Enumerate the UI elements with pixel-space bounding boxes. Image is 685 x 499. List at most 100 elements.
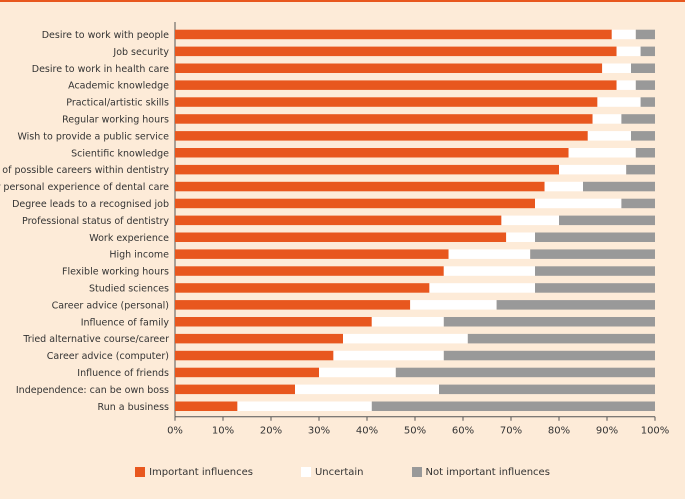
category-label-0: Desire to work with people — [42, 30, 169, 41]
bar-important-8 — [175, 164, 559, 175]
bar-important-7 — [175, 148, 569, 158]
bar-important-4 — [175, 97, 598, 107]
x-tick-label-1: 10% — [212, 426, 234, 437]
bar-uncertain-7 — [568, 148, 636, 158]
bar-important-1 — [175, 46, 617, 57]
legend-label-important: Important influences — [149, 466, 253, 478]
bar-not-important-11 — [559, 215, 655, 226]
bar-not-important-15 — [535, 283, 655, 293]
bar-important-5 — [175, 114, 593, 124]
x-tick-label-9: 90% — [596, 426, 618, 437]
bar-important-22 — [175, 401, 238, 411]
bar-not-important-18 — [467, 333, 655, 344]
x-tick-label-2: 20% — [260, 426, 282, 437]
category-label-11: Professional status of dentistry — [22, 216, 169, 227]
bar-important-18 — [175, 333, 343, 344]
bar-important-21 — [175, 384, 295, 395]
category-label-1: Job security — [112, 47, 169, 58]
category-label-8: Range of possible careers within dentist… — [0, 165, 169, 176]
bar-important-20 — [175, 367, 319, 378]
bar-important-17 — [175, 317, 372, 327]
bar-important-11 — [175, 215, 502, 226]
legend-label-uncertain: Uncertain — [314, 466, 364, 478]
bar-important-19 — [175, 350, 334, 361]
bar-not-important-14 — [535, 266, 655, 276]
bar-uncertain-1 — [616, 46, 641, 57]
legend-item-uncertain: Uncertain — [300, 466, 364, 478]
bar-important-2 — [175, 63, 603, 73]
category-label-6: Wish to provide a public service — [17, 131, 169, 142]
category-label-17: Influence of family — [81, 317, 170, 328]
bar-not-important-16 — [496, 300, 655, 310]
legend-label-not-important: Not important influences — [425, 466, 550, 478]
bar-not-important-21 — [439, 384, 655, 395]
bar-not-important-6 — [631, 131, 655, 141]
bar-important-12 — [175, 232, 507, 242]
category-label-5: Regular working hours — [62, 114, 169, 125]
bar-important-3 — [175, 80, 617, 90]
x-tick-label-8: 80% — [548, 426, 570, 437]
legend-swatch-uncertain — [300, 467, 311, 477]
bar-important-16 — [175, 300, 411, 310]
category-label-7: Scientific knowledge — [71, 148, 169, 159]
category-label-3: Academic knowledge — [68, 81, 169, 92]
bar-not-important-2 — [631, 63, 655, 73]
bar-not-important-22 — [371, 401, 655, 411]
bar-not-important-17 — [443, 317, 655, 327]
bar-uncertain-11 — [501, 215, 559, 226]
category-label-21: Independence: can be own boss — [16, 385, 169, 396]
x-tick-label-7: 70% — [500, 426, 522, 437]
bar-important-14 — [175, 266, 444, 276]
bar-not-important-0 — [635, 29, 655, 40]
bar-not-important-9 — [583, 181, 655, 192]
x-tick-label-6: 60% — [452, 426, 474, 437]
bar-not-important-8 — [626, 164, 655, 175]
bar-uncertain-17 — [371, 317, 444, 327]
category-label-4: Practical/artistic skills — [66, 98, 169, 109]
bar-not-important-3 — [635, 80, 655, 90]
category-label-12: Work experience — [89, 233, 169, 244]
bar-important-10 — [175, 198, 535, 209]
bar-uncertain-9 — [544, 181, 583, 192]
x-tick-label-5: 50% — [404, 426, 426, 437]
bar-uncertain-14 — [443, 266, 535, 276]
category-label-13: High income — [109, 250, 169, 261]
bar-important-0 — [175, 29, 612, 40]
legend-item-not-important: Not important influences — [411, 466, 550, 478]
bar-not-important-5 — [621, 114, 655, 124]
bar-uncertain-19 — [333, 350, 444, 361]
category-label-16: Career advice (personal) — [52, 300, 169, 311]
bar-important-9 — [175, 181, 545, 192]
bar-not-important-12 — [535, 232, 655, 242]
category-label-2: Desire to work in health care — [32, 64, 169, 75]
bar-uncertain-16 — [410, 300, 497, 310]
top-rule — [0, 0, 685, 2]
bar-uncertain-0 — [611, 29, 636, 40]
bar-not-important-19 — [443, 350, 655, 361]
category-label-19: Career advice (computer) — [47, 351, 169, 362]
bar-important-6 — [175, 131, 588, 141]
bar-uncertain-5 — [592, 114, 622, 124]
bar-important-15 — [175, 283, 430, 293]
bar-uncertain-10 — [535, 198, 622, 209]
x-tick-label-4: 40% — [356, 426, 378, 437]
legend-item-important: Important influences — [135, 467, 253, 478]
bar-uncertain-6 — [587, 131, 631, 141]
bar-uncertain-4 — [597, 97, 641, 107]
bar-uncertain-20 — [319, 367, 396, 378]
bar-not-important-1 — [640, 46, 655, 57]
bar-uncertain-2 — [602, 63, 631, 73]
category-label-14: Flexible working hours — [62, 267, 169, 278]
x-tick-label-10: 100% — [641, 426, 670, 437]
category-label-22: Run a business — [98, 402, 170, 413]
category-label-18: Tried alternative course/career — [22, 334, 169, 345]
bar-not-important-13 — [530, 249, 655, 259]
legend-swatch-important — [135, 467, 146, 477]
bar-uncertain-18 — [343, 333, 468, 344]
legend: Important influences Uncertain Not impor… — [0, 462, 685, 482]
bar-not-important-4 — [640, 97, 655, 107]
bar-uncertain-15 — [429, 283, 535, 293]
category-label-20: Influence of friends — [77, 368, 169, 379]
